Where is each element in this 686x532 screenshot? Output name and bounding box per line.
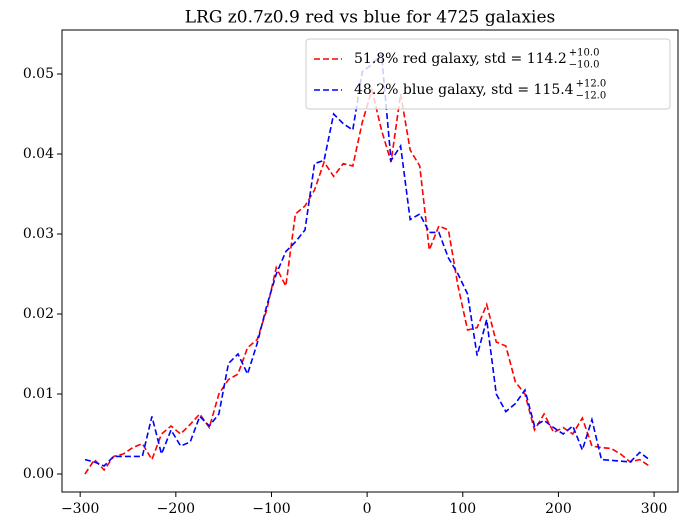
x-tick-label: −100 xyxy=(252,501,290,517)
chart-title: LRG z0.7z0.9 red vs blue for 4725 galaxi… xyxy=(185,8,556,28)
x-tick-label: −200 xyxy=(157,501,195,517)
series-line xyxy=(84,52,650,467)
x-tick-label: 100 xyxy=(449,501,476,517)
legend-err-minus: −12.0 xyxy=(576,91,607,102)
x-tick-label: 300 xyxy=(641,501,668,517)
y-tick-label: 0.05 xyxy=(23,66,54,82)
y-tick-label: 0.00 xyxy=(23,466,54,482)
legend-box xyxy=(305,38,671,110)
x-tick-label: 0 xyxy=(363,501,372,517)
legend-err-plus: +10.0 xyxy=(569,48,600,59)
y-tick-label: 0.04 xyxy=(23,146,54,162)
x-tick-label: −300 xyxy=(61,501,99,517)
y-tick-label: 0.03 xyxy=(23,226,54,242)
legend: 51.8% red galaxy, std = 114.2 +10.0−10.0 4… xyxy=(305,38,671,110)
plot-frame xyxy=(61,29,679,493)
legend-label: 48.2% blue galaxy, std = 115.4 xyxy=(354,82,574,98)
legend-label: 51.8% red galaxy, std = 114.2 xyxy=(354,51,567,67)
y-tick-label: 0.02 xyxy=(23,306,54,322)
legend-err-minus: −10.0 xyxy=(569,60,600,71)
y-tick-label: 0.01 xyxy=(23,386,54,402)
series-line xyxy=(84,86,650,475)
legend-err-plus: +12.0 xyxy=(576,79,607,90)
x-tick-label: 200 xyxy=(545,501,572,517)
